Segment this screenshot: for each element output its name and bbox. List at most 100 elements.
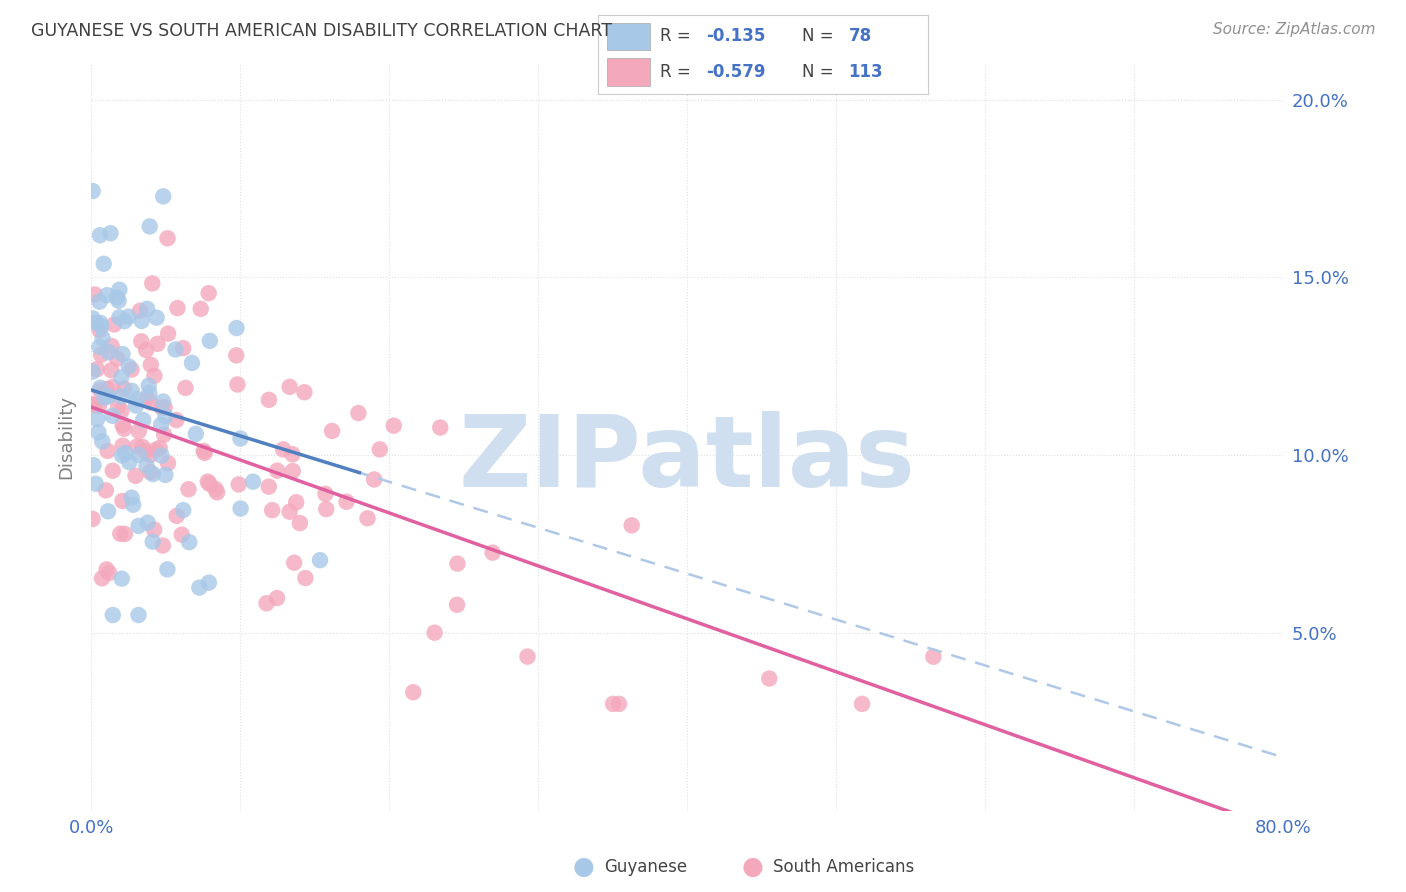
Point [139,395,162,409]
Point [83,398,105,412]
Point [135,458,157,473]
Point [96,382,118,396]
Point [129,334,152,349]
Text: R =: R = [661,62,696,80]
Point [758,672,780,686]
Point [118,455,141,469]
Point [83,458,105,473]
Point [150,449,173,463]
Point [446,598,468,612]
Point [257,480,280,494]
Point [93,257,115,271]
Point [363,473,385,487]
Point [128,519,150,533]
Text: -0.579: -0.579 [707,62,766,80]
Point [266,464,288,478]
Point [112,422,135,436]
Point [321,424,343,438]
Point [278,505,301,519]
Point [281,464,304,478]
Point [181,356,204,370]
Point [294,385,316,400]
Point [143,523,166,537]
Point [82,512,104,526]
Point [155,409,177,424]
Point [97,443,120,458]
Point [190,301,212,316]
Point [347,406,370,420]
Point [197,286,219,301]
Point [516,649,538,664]
Point [86,362,108,376]
Point [89,381,111,395]
Text: Guyanese: Guyanese [605,858,688,876]
Point [156,456,179,470]
Point [83,287,105,301]
Point [271,442,294,457]
Text: GUYANESE VS SOUTH AMERICAN DISABILITY CORRELATION CHART: GUYANESE VS SOUTH AMERICAN DISABILITY CO… [31,22,612,40]
Point [114,446,136,460]
Point [165,343,187,357]
Point [429,420,451,434]
Point [335,494,357,508]
Point [135,391,157,405]
Point [172,503,194,517]
Point [242,475,264,489]
Point [197,475,219,489]
Point [100,339,122,353]
Point [108,283,131,297]
Point [132,413,155,427]
Point [193,444,215,458]
Point [127,392,149,406]
Point [314,487,336,501]
Point [256,596,278,610]
Point [134,444,156,458]
Point [89,384,111,398]
Text: 78: 78 [849,28,872,45]
Point [101,607,124,622]
Point [382,418,405,433]
Point [138,385,160,400]
Point [122,498,145,512]
Point [111,494,134,508]
Point [125,439,148,453]
Point [121,491,143,505]
Point [179,535,201,549]
Point [402,685,425,699]
Point [89,294,111,309]
Point [111,417,134,432]
Point [156,231,179,245]
Point [131,314,153,328]
Point [143,368,166,383]
Point [225,348,247,362]
Point [90,319,112,334]
Point [131,440,153,454]
Point [166,301,188,315]
Point [97,504,120,518]
Y-axis label: Disability: Disability [58,395,75,479]
Point [229,501,252,516]
Text: N =: N = [803,62,839,80]
Point [112,382,135,396]
Text: R =: R = [661,28,696,45]
Point [266,591,288,605]
Point [121,362,143,376]
Point [91,434,114,449]
Point [153,427,176,442]
Point [145,310,167,325]
Point [111,347,134,361]
Point [225,321,247,335]
Point [150,401,173,415]
Point [165,413,187,427]
Point [118,310,141,324]
Point [172,341,194,355]
Point [309,553,332,567]
Point [128,607,150,622]
Point [89,316,111,330]
Point [152,189,174,203]
Point [82,184,104,198]
Point [97,389,120,403]
Point [86,412,108,426]
Point [89,340,111,354]
Point [91,571,114,585]
